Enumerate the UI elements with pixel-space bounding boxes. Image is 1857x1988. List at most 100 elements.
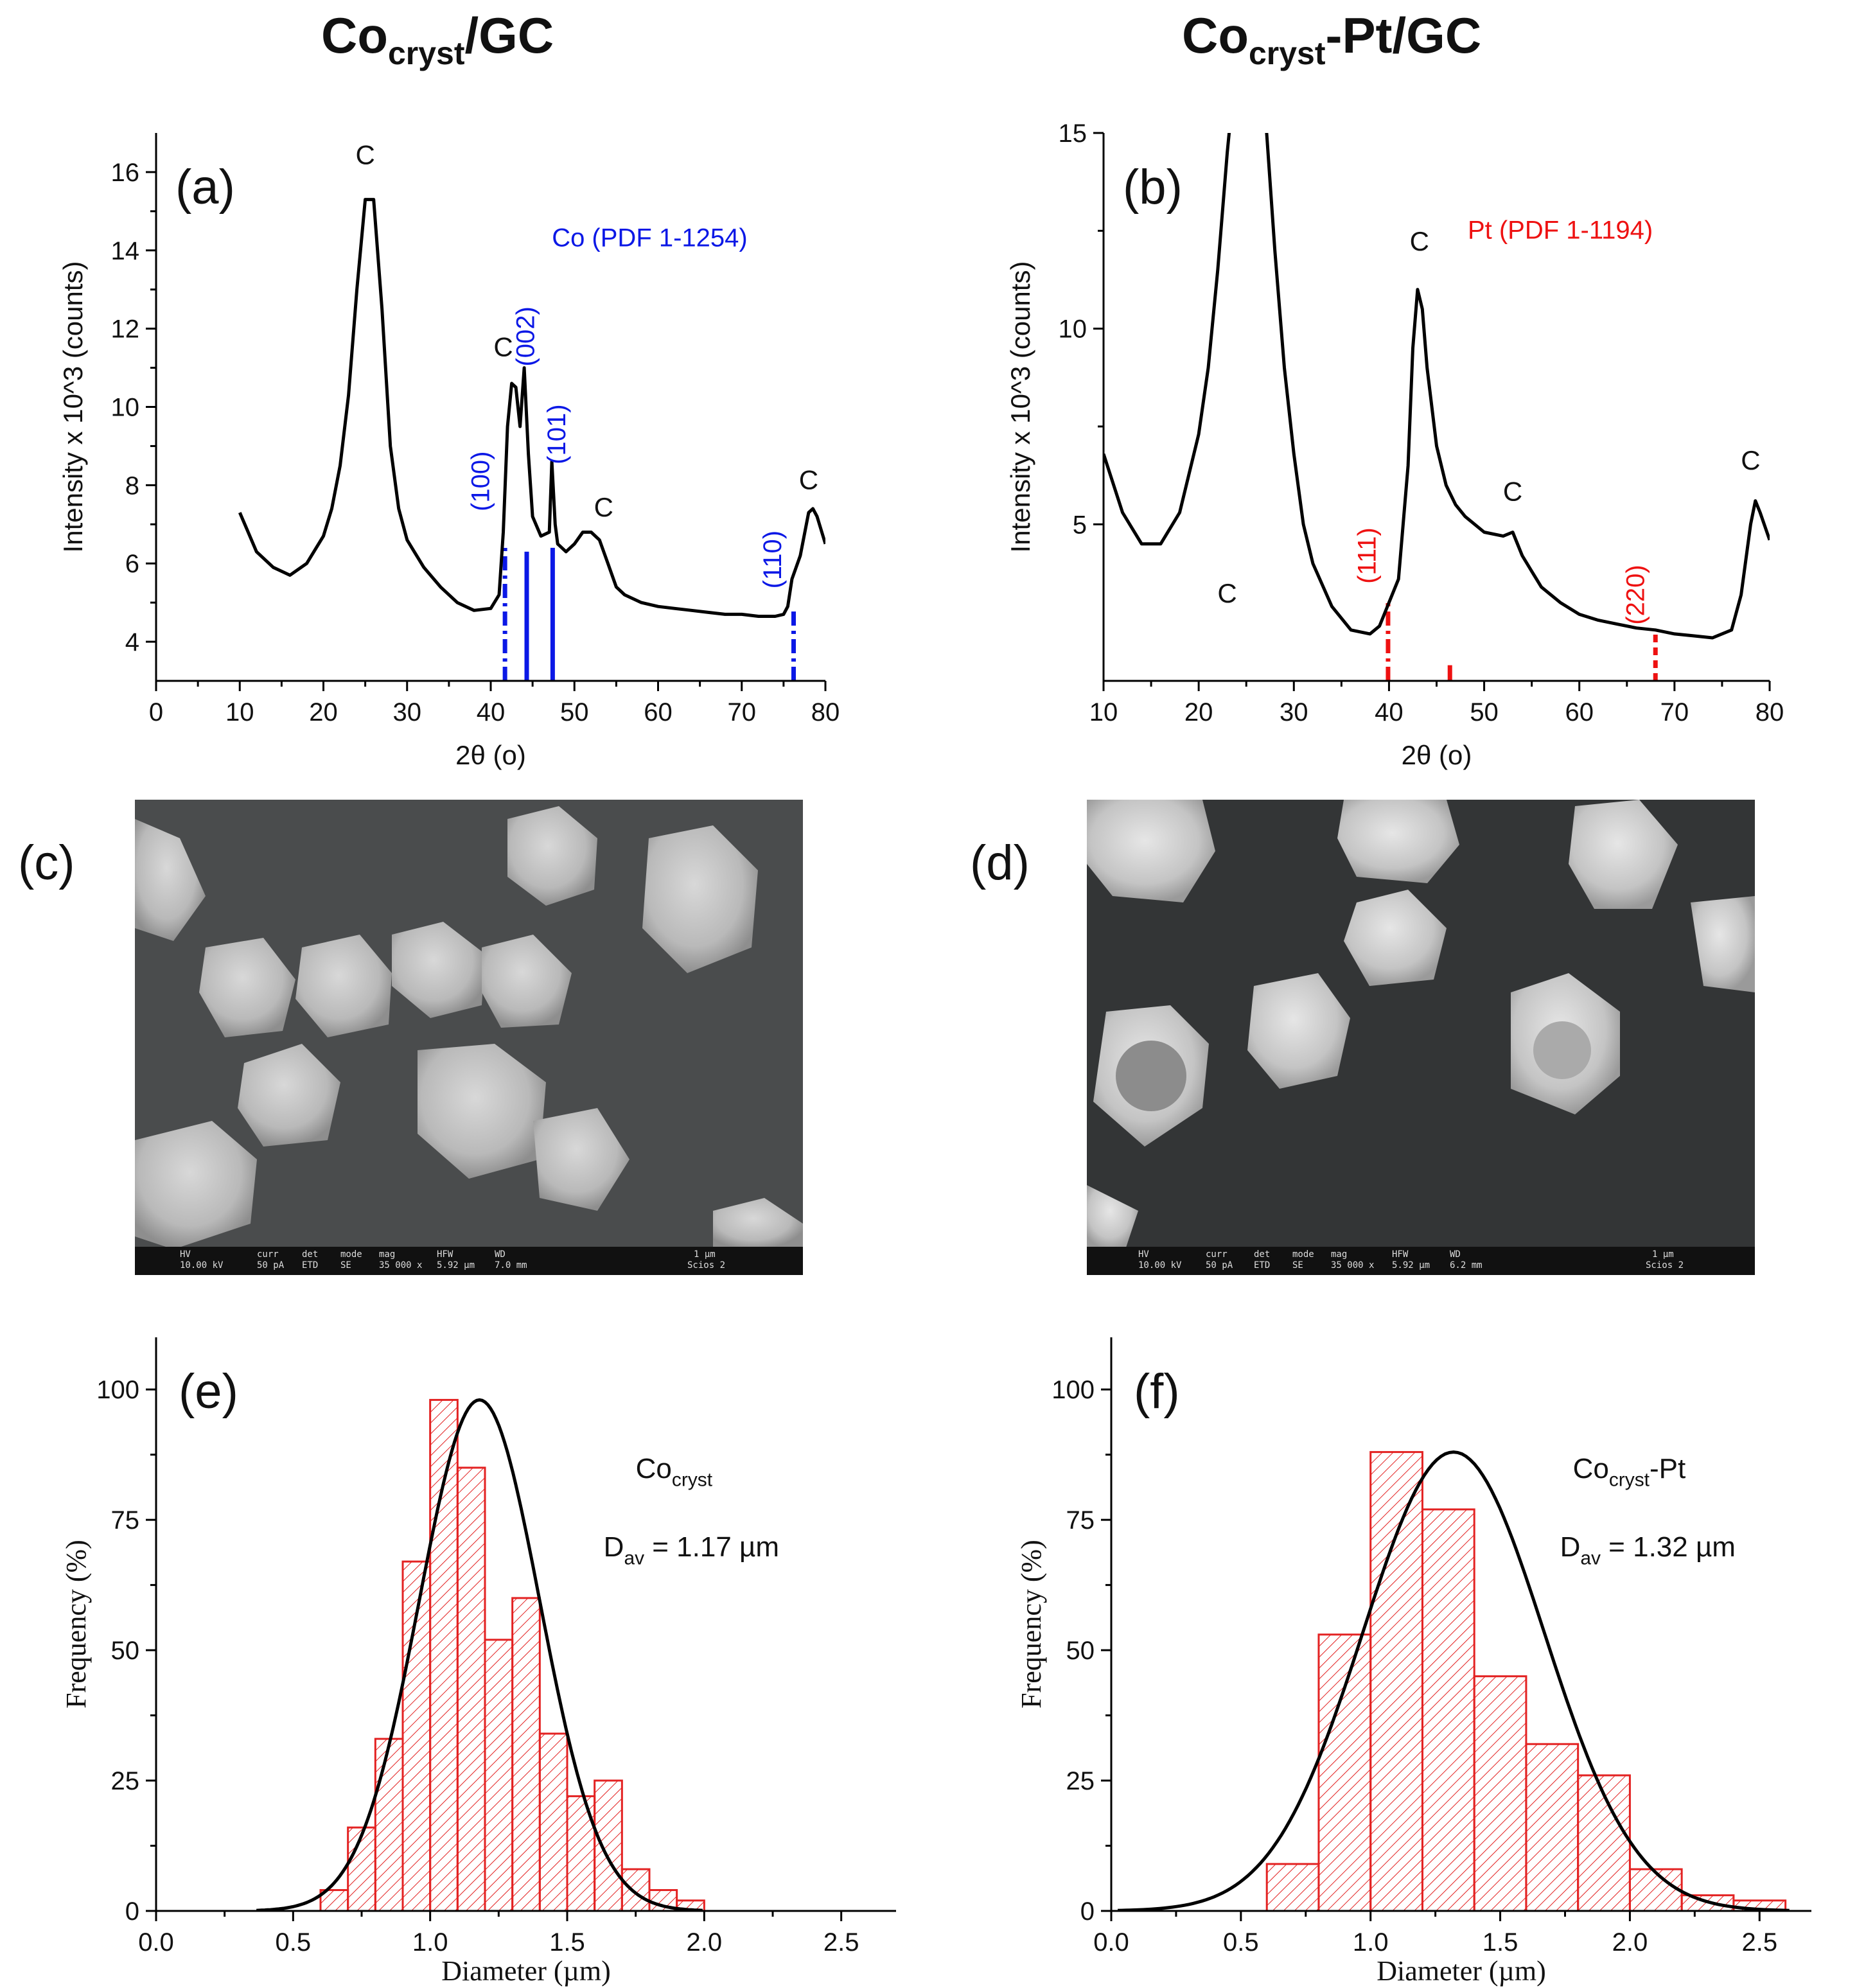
y-tick-label: 8 <box>125 471 139 500</box>
peak-label-c: C <box>799 464 818 495</box>
xrd-curve-b <box>1104 133 1770 640</box>
title-right: Cocryst-Pt/GC <box>1182 7 1482 71</box>
histogram-bar <box>1473 1675 1527 1911</box>
y-tick-label: 25 <box>111 1767 140 1795</box>
annotation-series-e-base: Co <box>636 1453 672 1484</box>
x-tick-label: 70 <box>728 698 757 726</box>
sem-image-c: HV 10.00 kV curr 50 pA det ETD mode SE m… <box>135 800 803 1275</box>
x-tick-label: 70 <box>1660 698 1689 726</box>
peak-label-c: C <box>1741 445 1760 475</box>
x-tick-label: 0.5 <box>276 1928 312 1957</box>
peak-label-c: C <box>493 331 513 362</box>
histogram-bar <box>347 1826 376 1911</box>
sem-databar-d: HV 10.00 kV curr 50 pA det ETD mode SE m… <box>1087 1247 1755 1275</box>
x-tick-label: 80 <box>811 698 840 726</box>
x-tick-label: 30 <box>1280 698 1308 726</box>
y-tick-label: 14 <box>111 237 140 265</box>
y-tick-label: 0 <box>1080 1897 1095 1926</box>
y-tick-label: 5 <box>1073 511 1087 539</box>
y-tick-label: 25 <box>1066 1767 1095 1795</box>
annotation-series-f-tail: -Pt <box>1650 1453 1685 1484</box>
y-tick-label: 100 <box>96 1376 139 1404</box>
panel-label-f: (f) <box>1134 1364 1180 1419</box>
histogram-bar <box>1369 1451 1423 1911</box>
y-tick-label: 50 <box>111 1637 140 1665</box>
histogram-bar <box>1680 1894 1735 1911</box>
histogram-bar <box>1265 1863 1320 1911</box>
peak-label-c: C <box>355 140 374 170</box>
x-tick-label: 2.5 <box>823 1928 859 1957</box>
histogram-bar <box>511 1597 541 1911</box>
x-tick-label: 10 <box>225 698 254 726</box>
x-tick-label: 80 <box>1756 698 1784 726</box>
x-axis-label-a: 2θ (o) <box>455 740 526 770</box>
annotation-dav-f: Dav = 1.32 µm <box>1560 1531 1736 1569</box>
x-axis-label-f: Diameter (µm) <box>1377 1955 1546 1987</box>
panel-label-a: (a) <box>175 160 235 215</box>
x-tick-label: 40 <box>1375 698 1404 726</box>
y-tick-label: 4 <box>125 628 139 656</box>
histogram-bar <box>374 1737 404 1911</box>
x-tick-label: 0.0 <box>138 1928 174 1957</box>
x-tick-label: 50 <box>560 698 589 726</box>
x-tick-label: 2.5 <box>1741 1928 1777 1957</box>
annotation-dav-e: Dav = 1.17 µm <box>604 1531 779 1569</box>
x-tick-label: 1.5 <box>1483 1928 1518 1957</box>
y-axis-label-f: Frequency (%) <box>1016 1540 1047 1709</box>
annotation-dav-e-base: D <box>604 1531 624 1563</box>
y-tick-label: 16 <box>111 159 140 187</box>
sem-image-d: HV 10.00 kV curr 50 pA det ETD mode SE m… <box>1087 800 1755 1275</box>
y-tick-label: 12 <box>111 315 140 344</box>
x-tick-label: 0 <box>149 698 163 726</box>
x-tick-label: 1.0 <box>1353 1928 1389 1957</box>
y-tick-label: 10 <box>1059 315 1087 344</box>
histogram-bar <box>484 1639 514 1911</box>
reference-label-b: Pt (PDF 1-1194) <box>1468 216 1653 245</box>
histogram-bar <box>1317 1633 1372 1911</box>
y-tick-label: 0 <box>125 1897 139 1926</box>
x-tick-label: 2.0 <box>687 1928 723 1957</box>
sem-particles-d <box>1087 800 1755 1249</box>
x-tick-label: 60 <box>644 698 673 726</box>
histogram-bar <box>1525 1743 1580 1911</box>
title-left: Cocryst/GC <box>321 7 554 71</box>
xrd-chart-a: 0 10 20 30 40 50 60 70 80 4 6 8 10 12 14 16 2θ (o) Intens… <box>58 133 840 770</box>
y-axis-label-a: Intensity x 10^3 (counts) <box>58 261 88 553</box>
x-axis-label-e: Diameter (µm) <box>441 1955 611 1987</box>
x-tick-label: 1.0 <box>412 1928 448 1957</box>
histogram-e: 0.0 0.5 1.0 1.5 2.0 2.5 0 25 50 75 100 Diameter (µm… <box>60 1337 896 1987</box>
y-tick-label: 15 <box>1059 119 1087 148</box>
histogram-bar <box>620 1868 651 1911</box>
y-tick-label: 6 <box>125 550 139 578</box>
annotation-dav-f-sub: av <box>1580 1547 1601 1569</box>
histogram-bar <box>538 1732 568 1911</box>
x-tick-label: 30 <box>393 698 422 726</box>
y-tick-label: 75 <box>111 1506 140 1535</box>
histogram-bar <box>1628 1868 1683 1911</box>
gaussian-fit-f <box>1118 1450 1790 1911</box>
x-tick-label: 40 <box>477 698 506 726</box>
x-tick-label: 60 <box>1565 698 1594 726</box>
y-tick-label: 75 <box>1066 1506 1095 1535</box>
histogram-bar <box>1421 1508 1475 1911</box>
plot-area-e <box>256 1398 705 1911</box>
x-tick-label: 1.5 <box>549 1928 585 1957</box>
xrd-curve-a <box>238 198 825 618</box>
x-tick-label: 0.5 <box>1223 1928 1259 1957</box>
xrd-chart-b: 10 20 30 40 50 60 70 80 5 10 15 2θ (o) Intensity x 1… <box>1005 119 1784 770</box>
annotation-dav-f-tail: = 1.32 µm <box>1601 1531 1736 1563</box>
peak-index-label: (002) <box>512 306 540 366</box>
plot-area-b <box>1104 133 1770 681</box>
x-tick-label: 0.0 <box>1093 1928 1129 1957</box>
y-tick-label: 50 <box>1066 1637 1095 1665</box>
annotation-dav-e-sub: av <box>624 1547 644 1569</box>
annotation-dav-e-tail: = 1.17 µm <box>644 1531 779 1563</box>
sem-particles-c <box>135 800 803 1249</box>
annotation-series-f-base: Co <box>1573 1453 1609 1484</box>
x-tick-label: 2.0 <box>1612 1928 1648 1957</box>
sem-databar-c: HV 10.00 kV curr 50 pA det ETD mode SE m… <box>135 1247 803 1275</box>
x-tick-label: 20 <box>309 698 338 726</box>
y-tick-label: 10 <box>111 394 140 422</box>
x-tick-label: 50 <box>1470 698 1499 726</box>
